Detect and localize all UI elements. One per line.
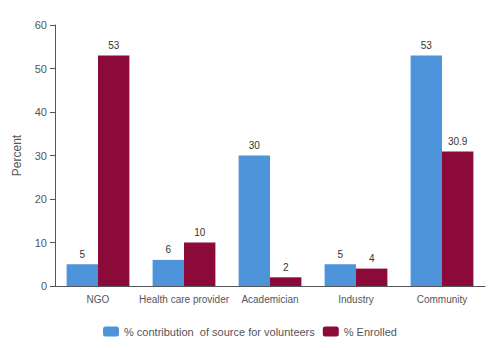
svg-text:5: 5 [338,249,344,260]
svg-text:50: 50 [35,63,47,75]
svg-text:60: 60 [35,19,47,31]
svg-text:40: 40 [35,106,47,118]
svg-text:10: 10 [194,227,206,238]
svg-text:% Enrolled: % Enrolled [344,326,397,338]
svg-text:20: 20 [35,193,47,205]
svg-text:4: 4 [369,253,375,264]
svg-text:NGO: NGO [87,294,110,305]
svg-text:% contribution of source for: % contribution of source for volunteers [124,326,315,338]
svg-text:2: 2 [283,262,289,273]
svg-text:10: 10 [35,237,47,249]
svg-text:5: 5 [80,249,86,260]
svg-text:Academician: Academician [241,294,298,305]
svg-text:Industry: Industry [338,294,374,305]
svg-text:0: 0 [41,280,47,292]
svg-text:30: 30 [35,150,47,162]
svg-text:53: 53 [108,40,120,51]
svg-text:53: 53 [421,40,433,51]
svg-text:30: 30 [249,140,261,151]
svg-text:Health care provider: Health care provider [139,294,230,305]
svg-text:Percent: Percent [10,134,24,176]
svg-text:6: 6 [166,244,172,255]
svg-text:Community: Community [417,294,468,305]
svg-text:30.9: 30.9 [448,136,468,147]
